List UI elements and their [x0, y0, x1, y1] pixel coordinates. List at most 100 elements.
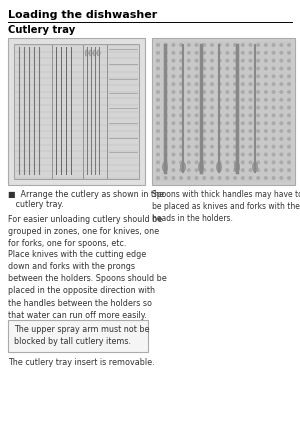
Circle shape	[194, 176, 199, 180]
Circle shape	[233, 74, 237, 78]
Circle shape	[179, 90, 183, 94]
Circle shape	[210, 105, 214, 110]
Circle shape	[171, 43, 176, 47]
Circle shape	[287, 74, 291, 78]
Circle shape	[256, 129, 260, 133]
Circle shape	[233, 90, 237, 94]
Circle shape	[210, 113, 214, 117]
Circle shape	[210, 137, 214, 141]
Circle shape	[210, 82, 214, 86]
Circle shape	[279, 113, 283, 117]
Bar	[155, 41, 292, 182]
Ellipse shape	[235, 162, 239, 172]
Circle shape	[264, 51, 268, 55]
Circle shape	[279, 105, 283, 110]
Circle shape	[279, 98, 283, 102]
Circle shape	[187, 90, 191, 94]
Circle shape	[287, 153, 291, 156]
Circle shape	[187, 98, 191, 102]
Ellipse shape	[93, 50, 96, 56]
Circle shape	[164, 144, 168, 149]
Circle shape	[202, 153, 206, 156]
Circle shape	[248, 129, 253, 133]
Circle shape	[171, 51, 176, 55]
Circle shape	[202, 160, 206, 164]
Circle shape	[225, 105, 230, 110]
Circle shape	[233, 129, 237, 133]
Circle shape	[272, 74, 276, 78]
Circle shape	[256, 176, 260, 180]
Circle shape	[233, 113, 237, 117]
Ellipse shape	[199, 162, 203, 172]
Circle shape	[233, 160, 237, 164]
Circle shape	[279, 43, 283, 47]
Circle shape	[156, 51, 160, 55]
Circle shape	[194, 144, 199, 149]
Circle shape	[187, 105, 191, 110]
Circle shape	[156, 105, 160, 110]
Circle shape	[156, 113, 160, 117]
Circle shape	[264, 129, 268, 133]
Circle shape	[171, 121, 176, 125]
Circle shape	[279, 129, 283, 133]
Bar	[152, 38, 295, 185]
Circle shape	[225, 113, 230, 117]
Circle shape	[202, 66, 206, 71]
Circle shape	[171, 113, 176, 117]
Circle shape	[164, 153, 168, 156]
Circle shape	[187, 82, 191, 86]
Circle shape	[210, 168, 214, 172]
Circle shape	[194, 51, 199, 55]
Circle shape	[194, 105, 199, 110]
Bar	[8, 38, 145, 185]
Circle shape	[279, 144, 283, 149]
Circle shape	[218, 168, 222, 172]
Circle shape	[218, 129, 222, 133]
Circle shape	[218, 82, 222, 86]
Circle shape	[164, 129, 168, 133]
Circle shape	[187, 51, 191, 55]
Circle shape	[287, 66, 291, 71]
Circle shape	[218, 153, 222, 156]
Circle shape	[164, 43, 168, 47]
Circle shape	[287, 176, 291, 180]
Circle shape	[272, 98, 276, 102]
Text: For easier unloading cutlery should be
grouped in zones, one for knives, one
for: For easier unloading cutlery should be g…	[8, 215, 162, 248]
Circle shape	[225, 129, 230, 133]
Circle shape	[218, 160, 222, 164]
Circle shape	[179, 176, 183, 180]
Circle shape	[164, 105, 168, 110]
Circle shape	[202, 59, 206, 62]
Circle shape	[248, 98, 253, 102]
Circle shape	[241, 74, 245, 78]
Circle shape	[194, 168, 199, 172]
Bar	[8, 320, 148, 352]
Circle shape	[241, 90, 245, 94]
Circle shape	[202, 82, 206, 86]
Circle shape	[256, 82, 260, 86]
Circle shape	[248, 137, 253, 141]
Circle shape	[256, 144, 260, 149]
Circle shape	[287, 121, 291, 125]
Circle shape	[264, 153, 268, 156]
Circle shape	[279, 176, 283, 180]
Circle shape	[241, 105, 245, 110]
Ellipse shape	[85, 50, 88, 56]
Circle shape	[248, 153, 253, 156]
Circle shape	[194, 82, 199, 86]
Circle shape	[179, 113, 183, 117]
Circle shape	[272, 113, 276, 117]
Circle shape	[164, 51, 168, 55]
Circle shape	[287, 113, 291, 117]
Circle shape	[264, 121, 268, 125]
Circle shape	[264, 43, 268, 47]
Circle shape	[264, 144, 268, 149]
Circle shape	[194, 121, 199, 125]
Text: cutlery tray.: cutlery tray.	[8, 200, 64, 209]
Circle shape	[272, 153, 276, 156]
Circle shape	[233, 66, 237, 71]
Circle shape	[187, 43, 191, 47]
Circle shape	[156, 176, 160, 180]
Circle shape	[287, 98, 291, 102]
Text: Loading the dishwasher: Loading the dishwasher	[8, 10, 157, 20]
